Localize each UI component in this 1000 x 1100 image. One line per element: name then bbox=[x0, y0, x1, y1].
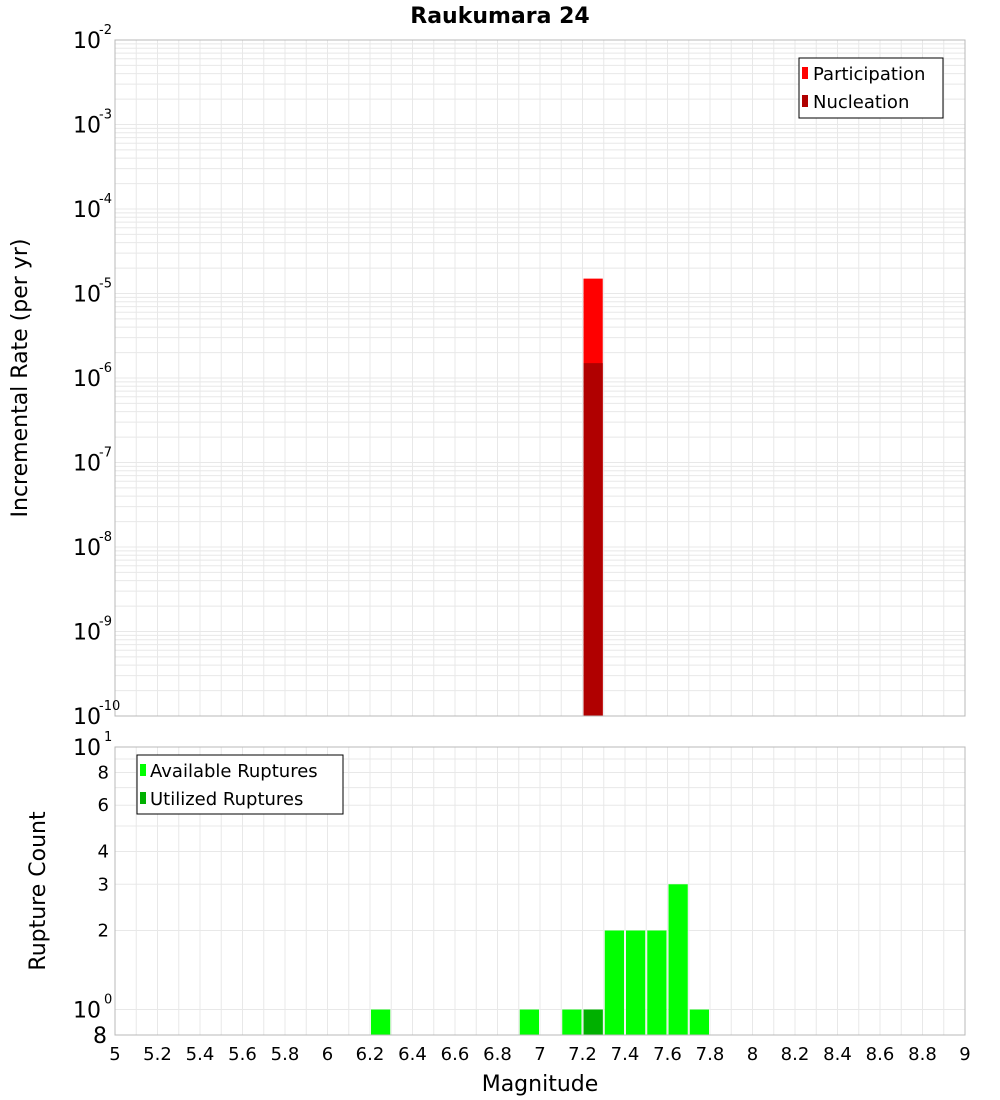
top-bars bbox=[583, 278, 603, 716]
top-y-tick-exponent: -8 bbox=[99, 530, 112, 545]
top-y-tick-base: 10 bbox=[73, 29, 101, 54]
top-y-tick-exponent: -10 bbox=[99, 699, 120, 714]
bar-available-ruptures bbox=[604, 930, 624, 1035]
x-tick-label: 7.6 bbox=[653, 1044, 682, 1065]
x-tick-label: 8.4 bbox=[823, 1044, 852, 1065]
top-y-tick-base: 10 bbox=[73, 114, 101, 139]
top-y-tick-exponent: -5 bbox=[99, 277, 112, 292]
x-tick-label: 5.4 bbox=[186, 1044, 215, 1065]
top-plot-frame bbox=[114, 39, 966, 717]
bottom-y-tick-base: 10 bbox=[73, 999, 101, 1024]
top-y-tick-exponent: -6 bbox=[99, 361, 112, 376]
bar-available-ruptures bbox=[626, 930, 646, 1035]
top-y-tick-exponent: -3 bbox=[99, 108, 112, 123]
top-y-tick-exponent: -2 bbox=[99, 23, 112, 38]
x-axis-label: Magnitude bbox=[482, 1072, 599, 1097]
bottom-legend: Available Ruptures Utilized Ruptures bbox=[136, 754, 344, 815]
bottom-bars bbox=[371, 884, 709, 1035]
legend-label-utilized: Utilized Ruptures bbox=[150, 789, 303, 810]
x-tick-label: 7.8 bbox=[696, 1044, 725, 1065]
x-tick-label: 5.8 bbox=[271, 1044, 300, 1065]
x-tick-label: 7.2 bbox=[568, 1044, 597, 1065]
x-tick-label: 9 bbox=[959, 1044, 970, 1065]
legend-label-nucleation: Nucleation bbox=[813, 92, 909, 113]
x-tick-label: 5.6 bbox=[228, 1044, 257, 1065]
top-y-axis-label: Incremental Rate (per yr) bbox=[8, 239, 33, 518]
top-legend: Participation Nucleation bbox=[798, 57, 944, 119]
bottom-y-axis-label: Rupture Count bbox=[26, 811, 51, 971]
bottom-x-ticks: 5 5.2 5.4 5.6 5.8 6 6.2 6.4 6.6 6.8 7 7.2 7.4 7.6 7.8 8… bbox=[109, 1044, 970, 1065]
bottom-y-tick-label: 6 bbox=[98, 795, 109, 816]
bottom-y-tick-label: 4 bbox=[98, 841, 109, 862]
top-grid bbox=[114, 40, 966, 717]
bottom-y-tick-label: 8 bbox=[93, 1024, 107, 1049]
legend-label-available: Available Ruptures bbox=[150, 761, 318, 782]
legend-swatch-available bbox=[140, 764, 146, 776]
x-tick-label: 8 bbox=[747, 1044, 758, 1065]
x-tick-label: 7.4 bbox=[611, 1044, 640, 1065]
legend-swatch-utilized bbox=[140, 792, 146, 804]
top-y-tick-base: 10 bbox=[73, 452, 101, 477]
top-y-tick-base: 10 bbox=[73, 198, 101, 223]
top-y-tick-base: 10 bbox=[73, 536, 101, 561]
chart-title: Raukumara 24 bbox=[410, 4, 589, 29]
bottom-y-tick-exponent: 0 bbox=[104, 993, 112, 1008]
x-tick-label: 8.6 bbox=[866, 1044, 895, 1065]
bar-nucleation bbox=[583, 363, 603, 716]
x-tick-label: 8.2 bbox=[781, 1044, 810, 1065]
bottom-y-tick-label: 3 bbox=[98, 874, 109, 895]
x-tick-label: 7 bbox=[534, 1044, 545, 1065]
x-tick-label: 6.4 bbox=[398, 1044, 427, 1065]
top-y-tick-exponent: -7 bbox=[99, 446, 112, 461]
bottom-y-tick-base: 10 bbox=[73, 736, 101, 761]
bar-available-ruptures bbox=[371, 1009, 391, 1035]
bar-available-ruptures bbox=[562, 1009, 582, 1035]
bottom-y-tick-label: 8 bbox=[98, 762, 109, 783]
x-tick-label: 6.6 bbox=[441, 1044, 470, 1065]
legend-label-participation: Participation bbox=[813, 64, 925, 85]
bottom-legend-box bbox=[136, 754, 344, 815]
bottom-y-tick-exponent: 1 bbox=[104, 730, 112, 745]
bottom-y-tick-label: 2 bbox=[98, 921, 109, 942]
top-y-tick-base: 10 bbox=[73, 621, 101, 646]
top-y-tick-base: 10 bbox=[73, 705, 101, 730]
top-y-tick-exponent: -4 bbox=[99, 192, 112, 207]
top-y-tick-base: 10 bbox=[73, 367, 101, 392]
bottom-plot-frame bbox=[114, 746, 966, 1036]
x-tick-label: 5 bbox=[109, 1044, 120, 1065]
top-legend-box bbox=[798, 57, 944, 119]
x-tick-label: 6.2 bbox=[356, 1044, 385, 1065]
top-y-tick-base: 10 bbox=[73, 283, 101, 308]
x-tick-label: 6 bbox=[322, 1044, 333, 1065]
bar-utilized-ruptures bbox=[583, 1009, 603, 1035]
legend-swatch-participation bbox=[802, 67, 808, 79]
top-y-tick-exponent: -9 bbox=[99, 615, 112, 630]
bar-available-ruptures bbox=[519, 1009, 539, 1035]
x-tick-label: 8.8 bbox=[908, 1044, 937, 1065]
x-tick-label: 5.2 bbox=[143, 1044, 172, 1065]
x-tick-label: 6.8 bbox=[483, 1044, 512, 1065]
legend-swatch-nucleation bbox=[802, 95, 808, 107]
bar-available-ruptures bbox=[668, 884, 688, 1035]
bar-available-ruptures bbox=[689, 1009, 709, 1035]
bar-available-ruptures bbox=[647, 930, 667, 1035]
